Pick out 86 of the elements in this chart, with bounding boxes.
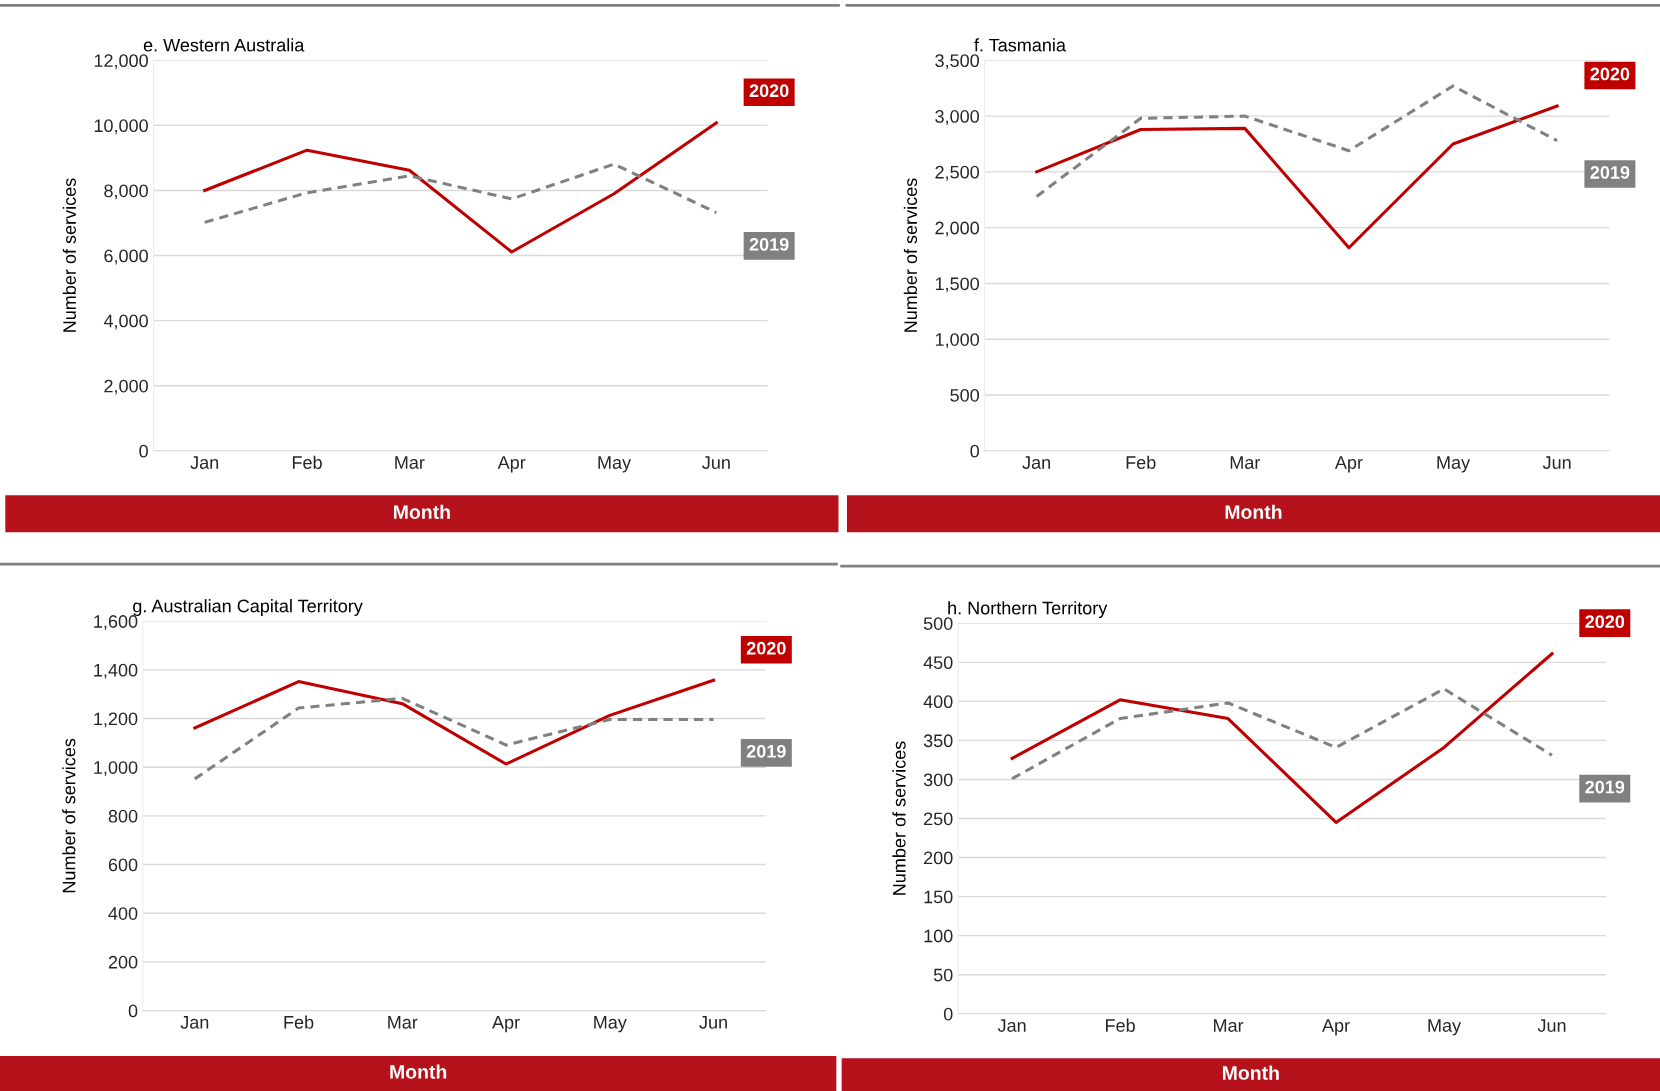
x-tick-label: Mar bbox=[1214, 1019, 1244, 1032]
x-tick-label: Apr bbox=[1334, 456, 1363, 473]
y-axis-title: Number of services bbox=[903, 178, 918, 332]
line-series bbox=[1010, 687, 1554, 781]
x-tick-label: Apr bbox=[497, 456, 526, 473]
x-tick-label: May bbox=[598, 456, 632, 473]
y-tick-label: 800 bbox=[108, 809, 138, 823]
y-tick-label: 300 bbox=[923, 773, 953, 787]
x-tick-label: Jun bbox=[702, 456, 730, 469]
text: 2020 bbox=[746, 641, 786, 655]
chart-title: e. Western Australia bbox=[143, 38, 305, 52]
x-tick-label: Mar bbox=[395, 456, 425, 469]
y-tick-label: 1,400 bbox=[94, 663, 138, 679]
line-series bbox=[1035, 104, 1559, 250]
x-tick-label: Apr bbox=[1322, 1019, 1350, 1036]
y-tick-label: 100 bbox=[924, 929, 953, 943]
x-tick-label: Jun bbox=[1537, 1019, 1566, 1032]
y-tick-label: 2,500 bbox=[935, 165, 979, 181]
x-tick-label: Mar bbox=[388, 1016, 418, 1029]
line-series bbox=[1010, 652, 1554, 824]
x-tick-label: May bbox=[594, 1016, 627, 1033]
x-tick-label: Jan bbox=[1022, 456, 1050, 469]
y-tick-label: 8,000 bbox=[104, 184, 148, 200]
x-tick-label: Jan bbox=[997, 1019, 1026, 1032]
line-series bbox=[203, 162, 718, 224]
x-tick-label: Jun bbox=[1542, 456, 1571, 469]
y-tick-label: 1,600 bbox=[94, 615, 138, 631]
x-axis-title: Month bbox=[390, 1064, 447, 1079]
y-tick-label: 600 bbox=[108, 858, 138, 872]
y-tick-label: 2,000 bbox=[935, 221, 979, 237]
line-series bbox=[1035, 84, 1559, 198]
y-tick-label: 12,000 bbox=[94, 54, 148, 70]
y-tick-label: 500 bbox=[950, 388, 979, 402]
x-axis-title: Month bbox=[1225, 504, 1282, 519]
y-tick-label: 1,000 bbox=[935, 333, 979, 349]
y-axis-title: Number of services bbox=[62, 738, 76, 893]
y-axis-title: Number of services bbox=[62, 178, 76, 332]
y-tick-label: 1,000 bbox=[94, 761, 138, 777]
text: 2020 bbox=[1585, 615, 1625, 629]
y-tick-label: 3,500 bbox=[935, 54, 979, 70]
y-tick-label: 500 bbox=[923, 617, 953, 630]
y-tick-label: 350 bbox=[923, 734, 953, 748]
line-series bbox=[193, 696, 716, 781]
y-tick-label: 10,000 bbox=[94, 119, 148, 135]
y-tick-label: 400 bbox=[108, 907, 138, 920]
x-tick-label: Jan bbox=[180, 1016, 209, 1029]
y-tick-label: 200 bbox=[108, 955, 138, 969]
y-tick-label: 250 bbox=[924, 812, 953, 826]
chart-title: f. Tasmania bbox=[974, 38, 1066, 52]
y-tick-label: 1,500 bbox=[935, 277, 979, 293]
y-tick-label: 4,000 bbox=[103, 314, 148, 330]
y-axis-title: Number of services bbox=[892, 741, 906, 895]
y-tick-label: 0 bbox=[943, 1007, 953, 1021]
text: 2020 bbox=[1590, 67, 1630, 81]
text: 2019 bbox=[746, 744, 786, 758]
y-tick-label: 6,000 bbox=[104, 249, 148, 265]
y-tick-label: 3,000 bbox=[935, 110, 979, 125]
x-tick-label: Apr bbox=[492, 1016, 520, 1033]
x-axis-title: Month bbox=[1222, 1065, 1279, 1080]
y-tick-label: 400 bbox=[923, 695, 953, 709]
x-tick-label: Feb bbox=[1106, 1018, 1135, 1032]
x-axis-title: Month bbox=[394, 504, 450, 519]
x-tick-label: May bbox=[1428, 1019, 1462, 1036]
chart-title: g. Australian Capital Territory bbox=[133, 599, 363, 616]
y-tick-label: 2,000 bbox=[104, 379, 148, 395]
text: 2019 bbox=[1590, 166, 1630, 179]
y-tick-label: 150 bbox=[924, 890, 953, 904]
y-tick-label: 0 bbox=[128, 1004, 138, 1018]
x-tick-label: Mar bbox=[1230, 456, 1261, 469]
x-tick-label: Feb bbox=[1126, 455, 1156, 469]
y-tick-label: 1,200 bbox=[94, 712, 138, 728]
x-tick-label: Feb bbox=[284, 1015, 314, 1029]
y-tick-label: 0 bbox=[139, 444, 148, 458]
y-tick-label: 450 bbox=[923, 656, 953, 670]
x-tick-label: Jun bbox=[699, 1016, 727, 1029]
text: 2020 bbox=[749, 84, 789, 98]
y-tick-label: 50 bbox=[933, 968, 953, 982]
text: 2019 bbox=[1585, 780, 1625, 794]
x-tick-label: Feb bbox=[292, 455, 322, 469]
line-series bbox=[193, 678, 716, 766]
x-tick-label: Jan bbox=[190, 456, 219, 469]
text: 2019 bbox=[749, 238, 789, 251]
line-series bbox=[203, 121, 718, 254]
y-tick-label: 0 bbox=[970, 444, 979, 458]
y-tick-label: 200 bbox=[924, 851, 953, 865]
x-tick-label: May bbox=[1437, 456, 1471, 473]
